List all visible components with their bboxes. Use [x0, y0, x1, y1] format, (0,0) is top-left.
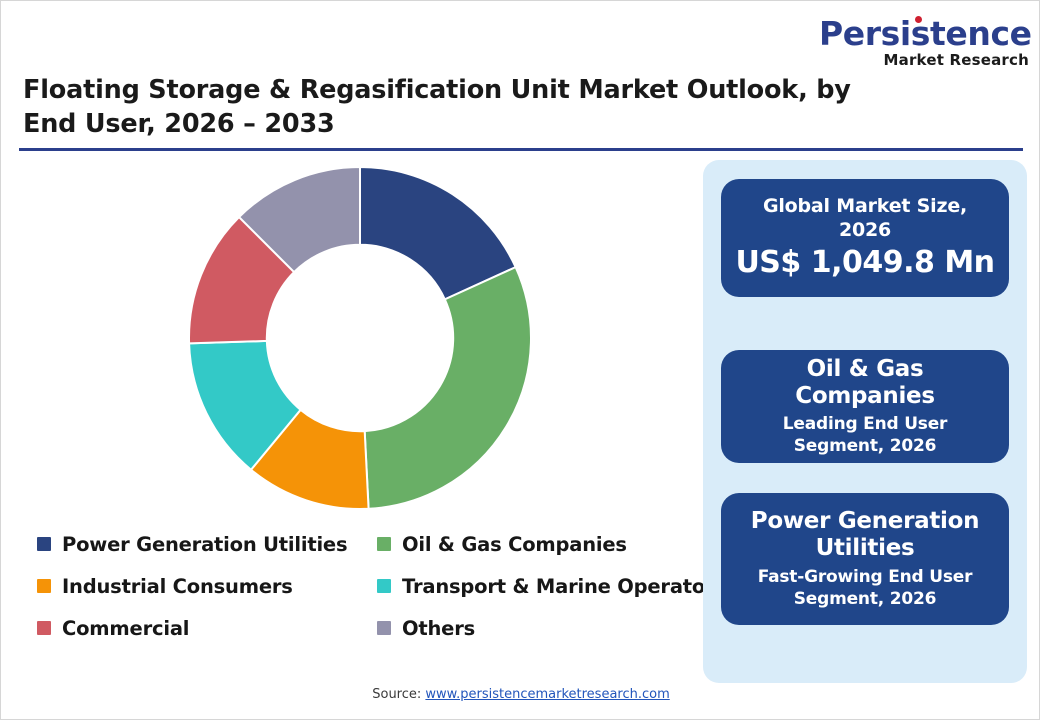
fast-growing-segment-caption: Fast-Growing End User Segment, 2026: [757, 566, 973, 609]
brand-name: Persistence: [819, 14, 1032, 53]
market-size-value: US$ 1,049.8 Mn: [735, 244, 995, 280]
donut-slice: [363, 265, 531, 509]
legend-swatch-icon: [37, 621, 51, 635]
leading-segment-name: Oil & Gas Companies: [795, 355, 935, 409]
legend-item[interactable]: Power Generation Utilities: [37, 533, 377, 556]
donut-slices: [189, 167, 531, 509]
source-line: Source: www.persistencemarketresearch.co…: [1, 687, 1039, 702]
legend-item[interactable]: Transport & Marine Operators: [377, 575, 726, 598]
legend-label: Industrial Consumers: [62, 574, 293, 598]
legend-swatch-icon: [377, 537, 391, 551]
legend-label: Others: [402, 616, 476, 640]
card-leading-segment: Oil & Gas Companies Leading End User Seg…: [721, 350, 1009, 463]
source-link[interactable]: www.persistencemarketresearch.com: [425, 687, 670, 702]
page-title: Floating Storage & Regasification Unit M…: [23, 75, 851, 140]
title-divider: [19, 148, 1023, 151]
legend-label: Power Generation Utilities: [62, 532, 348, 556]
market-size-label: Global Market Size, 2026: [762, 195, 968, 241]
source-prefix: Source:: [372, 687, 426, 702]
brand-name-text: Persistence: [819, 14, 1032, 53]
highlights-panel: Global Market Size, 2026 US$ 1,049.8 Mn …: [703, 160, 1027, 683]
legend-item[interactable]: Others: [377, 617, 709, 640]
brand-dot-icon: [915, 16, 922, 23]
donut-slice: [237, 167, 361, 274]
donut-chart-svg: [189, 167, 531, 509]
legend-label: Commercial: [62, 616, 190, 640]
leading-segment-caption: Leading End User Segment, 2026: [782, 414, 948, 457]
legend-label: Transport & Marine Operators: [402, 574, 726, 598]
legend-swatch-icon: [37, 537, 51, 551]
chart-legend: Power Generation Utilities Oil & Gas Comp…: [37, 523, 726, 649]
legend-swatch-icon: [37, 579, 51, 593]
card-global-market-size: Global Market Size, 2026 US$ 1,049.8 Mn: [721, 179, 1009, 297]
card-fast-growing-segment: Power Generation Utilities Fast-Growing …: [721, 493, 1009, 625]
legend-item[interactable]: Oil & Gas Companies: [377, 533, 709, 556]
legend-swatch-icon: [377, 579, 391, 593]
brand-subtitle: Market Research: [883, 51, 1029, 69]
legend-swatch-icon: [377, 621, 391, 635]
legend-item[interactable]: Commercial: [37, 617, 377, 640]
donut-chart: [189, 167, 531, 509]
legend-item[interactable]: Industrial Consumers: [37, 575, 377, 598]
fast-growing-segment-name: Power Generation Utilities: [750, 508, 980, 562]
brand-logo: Persistence Market Research: [819, 14, 1032, 69]
legend-label: Oil & Gas Companies: [402, 532, 627, 556]
